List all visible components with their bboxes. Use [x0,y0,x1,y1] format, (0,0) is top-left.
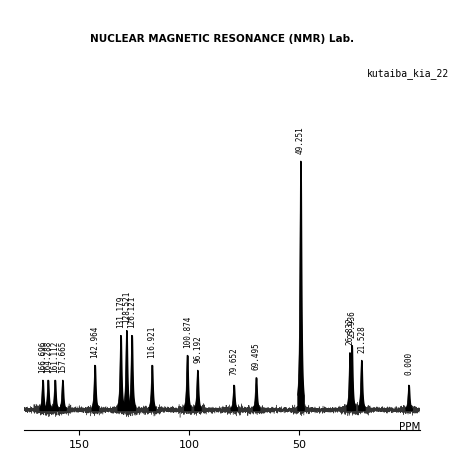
Text: 96.192: 96.192 [193,335,202,363]
Text: 128.521: 128.521 [122,291,131,323]
Text: 126.121: 126.121 [128,295,137,328]
Text: 142.964: 142.964 [91,325,100,357]
Text: 0.000: 0.000 [404,352,413,375]
Text: 166.696: 166.696 [38,340,47,373]
Text: 157.665: 157.665 [58,340,67,373]
Text: PPM: PPM [400,422,421,432]
Title: NUCLEAR MAGNETIC RESONANCE (NMR) Lab.: NUCLEAR MAGNETIC RESONANCE (NMR) Lab. [90,34,354,44]
Text: 69.495: 69.495 [252,342,261,370]
Text: 131.179: 131.179 [116,295,125,328]
Text: 25.936: 25.936 [347,310,356,337]
Text: 100.874: 100.874 [183,315,192,347]
Text: 164.288: 164.288 [44,340,53,373]
Text: 21.528: 21.528 [357,325,366,353]
Text: 79.652: 79.652 [229,347,238,375]
Text: kutaiba_kia_22: kutaiba_kia_22 [366,68,449,79]
Text: 161.112: 161.112 [50,340,59,373]
Text: 49.251: 49.251 [296,126,305,154]
Text: 116.921: 116.921 [147,325,156,357]
Text: 26.832: 26.832 [345,318,354,345]
